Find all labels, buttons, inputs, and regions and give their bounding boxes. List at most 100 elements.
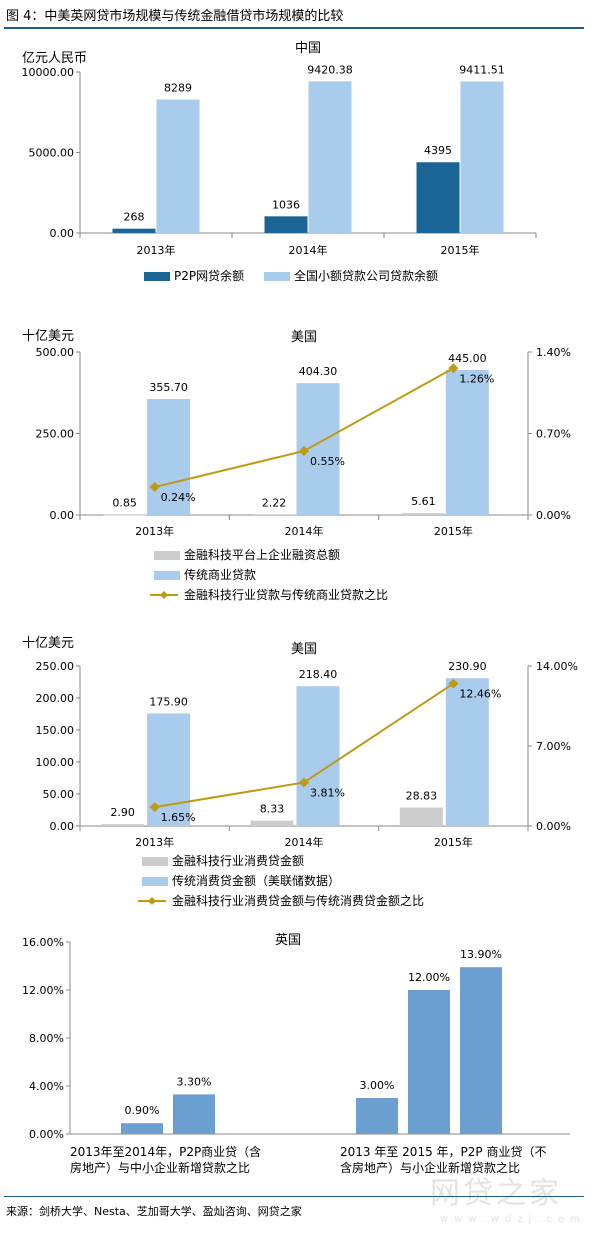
chart-title: 中国 <box>295 41 321 56</box>
legend-swatch <box>142 857 168 866</box>
bar-b <box>147 399 191 515</box>
y-tick-label: 150.00 <box>36 724 75 737</box>
bar-a <box>399 807 443 826</box>
bar-b <box>445 678 489 826</box>
y-tick-label: 5000.00 <box>29 147 75 160</box>
chart-title: 美国 <box>291 642 317 657</box>
ratio-marker <box>299 445 309 456</box>
data-label: 28.83 <box>406 790 438 803</box>
uk-bar <box>460 967 502 1134</box>
figure-title: 图 4：中美英网贷市场规模与传统金融借贷市场规模的比较 <box>6 9 344 24</box>
bottom-rule <box>4 1196 584 1197</box>
legend-swatch <box>154 551 180 560</box>
ratio-marker <box>448 678 459 689</box>
data-label: 12.00% <box>408 971 450 984</box>
y-tick-label: 0.00 <box>50 820 75 833</box>
y-tick-label: 100.00 <box>36 756 75 769</box>
top-rule <box>4 27 584 29</box>
y-tick-label: 16.00% <box>22 936 64 949</box>
bar-a <box>103 514 147 516</box>
ratio-marker <box>149 802 160 813</box>
y2-tick-label: 7.00% <box>536 740 571 753</box>
y-tick-label: 0.00% <box>29 1128 64 1141</box>
ratio-marker <box>448 363 459 374</box>
data-label: 0.85 <box>112 497 137 510</box>
chart-title: 美国 <box>291 330 317 345</box>
data-label: 355.70 <box>149 381 188 394</box>
y-tick-label: 250.00 <box>36 428 75 441</box>
y2-tick-label: 0.00% <box>536 509 571 522</box>
legend-marker <box>160 591 168 599</box>
data-label: 1036 <box>272 198 300 211</box>
chart-title: 英国 <box>275 933 301 948</box>
legend-swatch <box>154 571 180 580</box>
y-tick-label: 0.00 <box>50 227 75 240</box>
ratio-label: 12.46% <box>459 688 501 701</box>
ratio-label: 1.26% <box>459 372 494 385</box>
legend-label: 传统消费贷金额（美联储数据） <box>172 873 340 888</box>
data-label: 2.22 <box>262 496 287 509</box>
bar-b <box>460 81 504 233</box>
legend-label: 金融科技行业消费贷金额 <box>172 853 304 868</box>
uk-bar <box>408 990 450 1134</box>
y-tick-label: 12.00% <box>22 984 64 997</box>
x-tick-label: 2013年 <box>135 524 174 538</box>
group-label: 2013 年至 2015 年，P2P 商业贷（不 <box>340 1144 546 1159</box>
legend-swatch <box>264 272 290 281</box>
bar-a <box>252 514 296 516</box>
legend-label: 全国小额贷款公司贷款余额 <box>294 268 438 283</box>
y-tick-label: 500.00 <box>36 346 75 359</box>
data-label: 0.90% <box>125 1104 160 1117</box>
y-tick-label: 8.00% <box>29 1032 64 1045</box>
data-label: 230.90 <box>448 660 487 673</box>
ratio-marker <box>149 482 160 493</box>
data-label: 3.30% <box>177 1075 212 1088</box>
data-label: 13.90% <box>460 948 502 961</box>
legend-label: 传统商业贷款 <box>184 567 256 582</box>
data-label: 8289 <box>164 82 192 95</box>
ratio-label: 0.55% <box>310 455 345 468</box>
uk-bar <box>121 1123 163 1134</box>
legend-label: P2P网贷余额 <box>174 268 244 283</box>
watermark-logo: 网贷之家 <box>430 1176 562 1211</box>
legend-marker <box>148 897 156 905</box>
bar-a <box>250 820 294 826</box>
y-axis-label: 十亿美元 <box>22 329 74 344</box>
y-tick-label: 250.00 <box>36 660 75 673</box>
ratio-label: 3.81% <box>310 786 345 799</box>
bar-b <box>156 99 200 234</box>
y-tick-label: 10000.00 <box>22 66 75 79</box>
data-label: 175.90 <box>149 695 188 708</box>
data-label: 404.30 <box>299 365 338 378</box>
y-tick-label: 4.00% <box>29 1080 64 1093</box>
data-label: 8.33 <box>260 803 285 816</box>
source-note: 来源：剑桥大学、Nesta、芝加哥大学、盈灿咨询、网贷之家 <box>6 1205 302 1218</box>
y-axis-label: 十亿美元 <box>22 636 74 651</box>
data-label: 445.00 <box>448 352 487 365</box>
uk-bar <box>173 1094 215 1134</box>
data-label: 4395 <box>424 144 452 157</box>
data-label: 218.40 <box>299 668 338 681</box>
x-tick-label: 2013年 <box>137 243 176 257</box>
ratio-marker <box>299 777 309 788</box>
bar-b <box>308 81 352 233</box>
legend-swatch <box>144 272 170 281</box>
y2-tick-label: 1.40% <box>536 346 571 359</box>
group-label: 2013年至2014年，P2P商业贷（含 <box>70 1144 261 1159</box>
legend-label: 金融科技行业消费贷金额与传统消费贷金额之比 <box>172 893 424 908</box>
data-label: 268 <box>124 211 145 224</box>
legend-label: 金融科技平台上企业融资总额 <box>184 547 340 562</box>
legend-swatch <box>142 877 168 886</box>
bar-a <box>264 216 308 233</box>
data-label: 9420.38 <box>307 63 353 76</box>
bar-a <box>112 228 156 233</box>
y2-tick-label: 14.00% <box>536 660 578 673</box>
bar-b <box>445 369 489 515</box>
data-label: 9411.51 <box>459 63 505 76</box>
bar-b <box>296 686 340 826</box>
y2-tick-label: 0.70% <box>536 428 571 441</box>
ratio-label: 0.24% <box>161 491 196 504</box>
y-tick-label: 200.00 <box>36 692 75 705</box>
bar-a <box>401 513 445 515</box>
